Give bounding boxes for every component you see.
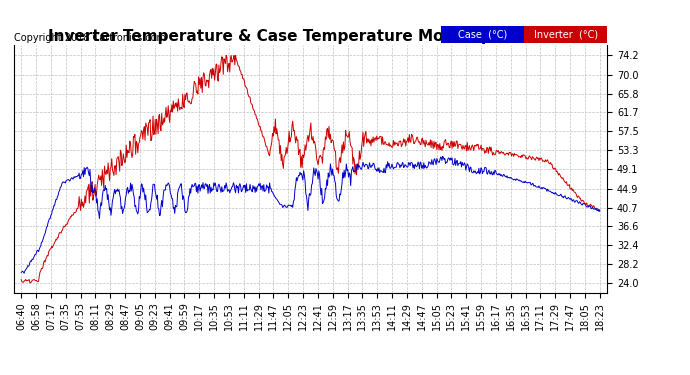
FancyBboxPatch shape	[441, 26, 524, 42]
Title: Inverter Temperature & Case Temperature Mon Sep 24 18:28: Inverter Temperature & Case Temperature …	[48, 29, 573, 44]
Text: Copyright 2018 Cartronics.com: Copyright 2018 Cartronics.com	[14, 33, 166, 42]
Text: Inverter  (°C): Inverter (°C)	[533, 30, 598, 39]
FancyBboxPatch shape	[524, 26, 607, 42]
Text: Case  (°C): Case (°C)	[458, 30, 507, 39]
